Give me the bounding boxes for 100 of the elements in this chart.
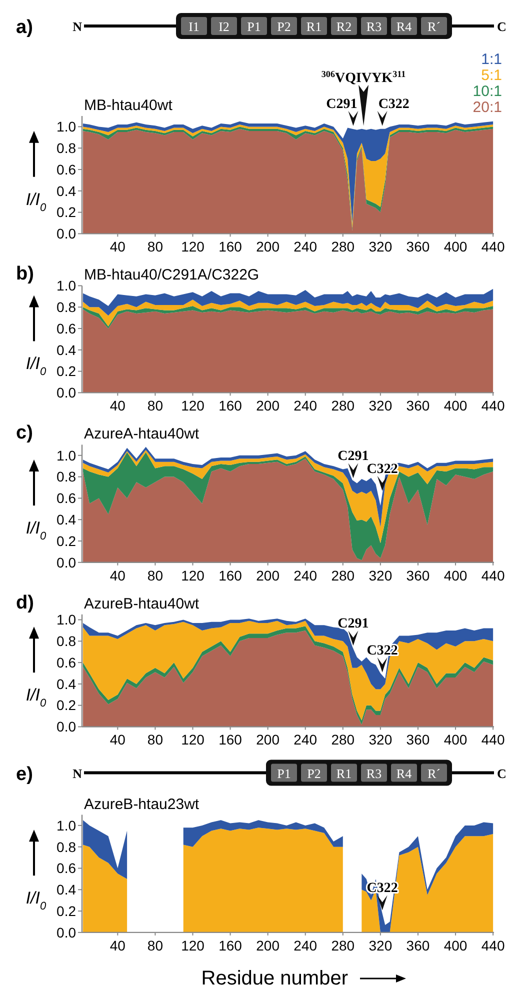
y-tick-label: 1.0 [56,278,76,294]
x-tick-label: 280 [331,732,355,748]
x-tick-label: 400 [444,238,468,255]
chart-title: AzureA-htau40wt [84,426,200,443]
x-tick-label: 120 [181,937,205,954]
domain-diagram: I1 I2 P1 P2 R1 R2 R3 R4 R´ [84,13,494,39]
x-tick-label: 80 [147,937,164,954]
x-tick-label: 360 [406,567,430,584]
annotation: C291 [338,449,369,464]
x-tick-label: 400 [444,937,468,954]
annotation: C291 [338,616,369,632]
x-tick-label: 40 [110,937,126,954]
x-tick-label: 440 [481,398,505,414]
x-tick-label: 400 [444,567,468,584]
x-tick-label: 280 [331,238,355,255]
y-axis-title: I/I$_{0}$ [26,190,48,214]
y-tick-label: 0.2 [56,204,76,220]
x-tick-label: 120 [181,567,205,584]
x-tick-label: 360 [406,398,430,414]
y-tick-label: 0.2 [56,532,76,549]
y-axis-title: I/I$_{0}$ [26,888,48,913]
y-tick-label: 1.0 [56,817,76,834]
x-tick-label: 160 [218,937,242,954]
series-label: 20:1 [472,99,502,116]
y-tick-label: 0.6 [56,161,76,178]
x-tick-label: 280 [331,937,355,954]
y-tick-label: 0.6 [56,320,76,336]
chart-subtitle: c) [16,422,33,444]
y-tick-label: 0.2 [56,363,76,380]
y-tick-label: 1.0 [56,118,76,135]
y-tick-label: 0.4 [56,676,76,692]
y-tick-label: 0.6 [56,490,76,506]
y-tick-label: 0.8 [56,468,76,485]
x-tick-label: 160 [218,238,242,255]
x-tick-label: 200 [256,238,280,255]
x-tick-label: 360 [406,732,430,748]
y-axis-title: I/I$_{0}$ [26,518,48,543]
x-tick-label: 240 [294,567,318,584]
chart-subtitle: b) [16,264,34,285]
x-tick-label: 320 [368,398,392,414]
x-tick-label: 120 [181,732,205,748]
y-tick-label: 0.8 [56,633,76,650]
y-tick-label: 1.0 [56,612,76,628]
text: N [72,19,83,34]
y-tick-label: 0.0 [56,226,76,242]
annotation: $^{306}$VQIVYK$^{311}$ [321,68,406,86]
x-tick-label: 200 [256,567,280,584]
text: N [72,766,83,781]
x-tick-label: 320 [368,567,392,584]
x-tick-label: 280 [331,567,355,584]
y-tick-label: 0.4 [56,182,76,199]
y-tick-label: 0.6 [56,860,76,876]
x-tick-label: 440 [481,238,505,255]
y-tick-label: 1.0 [56,447,76,464]
series-label: 10:1 [472,83,502,100]
text: C [497,19,506,34]
x-tick-label: 320 [368,238,392,255]
y-tick-label: 0.0 [56,554,76,570]
y-tick-label: 0.2 [56,902,76,919]
chart-title: AzureB-htau40wt [84,595,200,612]
y-axis-title: I/I$_{0}$ [26,354,48,378]
x-tick-label: 160 [218,732,242,748]
chart-subtitle: a) [16,17,33,38]
y-tick-label: 0.2 [56,697,76,714]
text: 5:1 [481,67,502,84]
y-tick-label: 0.4 [56,342,76,358]
x-tick-label: 200 [256,732,280,748]
chart-title: MB-htau40wt [84,97,174,114]
y-tick-label: 0.4 [56,882,76,898]
x-tick-label: 240 [294,937,318,954]
x-tick-label: 240 [294,732,318,748]
x-tick-label: 240 [294,398,318,414]
y-tick-label: 0.0 [56,384,76,401]
x-tick-label: 200 [256,398,280,414]
x-tick-label: 320 [368,937,392,954]
annotation: C291 [326,96,358,112]
x-tick-label: 240 [294,238,318,255]
y-tick-label: 0.0 [56,718,76,735]
x-axis-title: Residue number [201,967,348,990]
x-tick-label: 160 [218,398,242,414]
annotation: C322 [378,96,410,112]
x-tick-label: 40 [110,732,126,748]
y-tick-label: 0.8 [56,140,76,156]
x-tick-label: 40 [110,238,126,255]
x-tick-label: 440 [481,937,505,954]
domain-diagram: P1 P2 R1 R3 R4 R´ [84,760,494,786]
x-tick-label: 400 [444,732,468,748]
y-axis-title: I/I$_{0}$ [26,686,48,710]
x-tick-label: 440 [481,732,505,748]
x-tick-label: 440 [481,567,505,584]
x-tick-label: 40 [110,398,126,414]
x-tick-label: 80 [147,398,164,414]
x-tick-label: 80 [147,567,164,584]
x-tick-label: 80 [147,238,164,255]
chart-subtitle: e) [16,764,33,785]
x-tick-label: 120 [181,398,205,414]
y-tick-label: 0.4 [56,512,76,528]
y-tick-label: 0.0 [56,924,76,940]
text: 1:1 [481,51,502,68]
x-tick-label: 160 [218,567,242,584]
